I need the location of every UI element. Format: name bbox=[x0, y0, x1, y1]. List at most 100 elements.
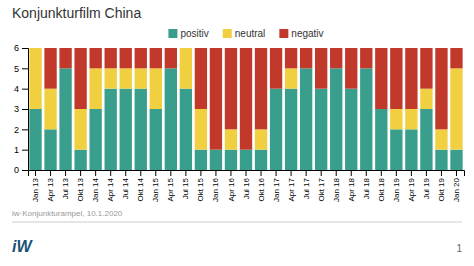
bar bbox=[225, 129, 237, 149]
bar bbox=[330, 68, 342, 170]
x-axis: Jan 13Apr 13Jul 13Okt 13Jan 14Apr 14Jul … bbox=[29, 170, 465, 202]
bar bbox=[270, 48, 282, 89]
x-tick: Jan 20 bbox=[452, 170, 461, 202]
bar bbox=[255, 129, 267, 149]
x-tick: Okt 16 bbox=[257, 170, 266, 202]
x-tick: Jan 13 bbox=[31, 170, 40, 202]
x-tick: Okt 17 bbox=[317, 170, 326, 202]
axis-line bbox=[29, 171, 465, 177]
separator bbox=[12, 222, 462, 223]
tick-label: 2 bbox=[14, 125, 19, 135]
axis-line bbox=[22, 49, 29, 171]
tick-label: Jan 15 bbox=[151, 177, 160, 202]
bar bbox=[150, 68, 162, 109]
y-tick: 4 bbox=[14, 84, 28, 94]
bar bbox=[375, 48, 387, 109]
tick-label: Apr 15 bbox=[166, 177, 175, 201]
tick-mark bbox=[140, 170, 141, 176]
bar bbox=[44, 129, 56, 170]
y-tick: 1 bbox=[14, 145, 28, 155]
bar bbox=[180, 89, 192, 170]
bar bbox=[59, 68, 71, 170]
tick-label: Okt 18 bbox=[377, 177, 386, 201]
bar bbox=[270, 89, 282, 170]
bar bbox=[360, 68, 372, 170]
bars bbox=[29, 48, 462, 170]
tick-mark bbox=[22, 89, 28, 90]
tick-mark bbox=[230, 170, 231, 176]
tick-mark bbox=[381, 170, 382, 176]
x-tick: Jan 14 bbox=[91, 170, 100, 202]
bar bbox=[450, 48, 462, 68]
x-tick: Jan 19 bbox=[392, 170, 401, 202]
bar bbox=[225, 48, 237, 129]
x-tick: Okt 15 bbox=[196, 170, 205, 202]
tick-label: Apr 18 bbox=[347, 177, 356, 201]
tick-label: Jan 14 bbox=[91, 177, 100, 202]
bar bbox=[420, 109, 432, 170]
tick-label: Jan 18 bbox=[332, 177, 341, 202]
bar bbox=[435, 150, 447, 170]
tick-mark bbox=[65, 170, 66, 176]
x-tick: Jul 15 bbox=[181, 170, 190, 199]
x-tick: Apr 14 bbox=[106, 170, 115, 202]
tick-mark bbox=[246, 170, 247, 176]
bar bbox=[180, 48, 192, 89]
tick-mark bbox=[50, 170, 51, 176]
tick-label: Apr 16 bbox=[227, 177, 236, 201]
legend-item: neutral bbox=[223, 28, 266, 39]
tick-label: Jul 17 bbox=[302, 177, 311, 199]
bar bbox=[345, 48, 357, 89]
bar bbox=[420, 89, 432, 109]
x-tick: Okt 13 bbox=[76, 170, 85, 202]
tick-label: 4 bbox=[14, 84, 19, 94]
tick-label: Jan 19 bbox=[392, 177, 401, 202]
y-tick: 2 bbox=[14, 125, 28, 135]
tick-mark bbox=[396, 170, 397, 176]
tick-mark bbox=[22, 129, 28, 130]
tick-label: Jul 13 bbox=[61, 177, 70, 199]
bar bbox=[29, 109, 41, 170]
x-tick: Jul 13 bbox=[61, 170, 70, 199]
tick-mark bbox=[22, 48, 28, 49]
bar bbox=[375, 109, 387, 170]
tick-mark bbox=[170, 170, 171, 176]
tick-mark bbox=[95, 170, 96, 176]
bar bbox=[74, 48, 86, 109]
tick-label: Jul 15 bbox=[181, 177, 190, 199]
tick-mark bbox=[215, 170, 216, 176]
tick-label: Jul 14 bbox=[121, 177, 130, 199]
bar bbox=[240, 48, 252, 150]
bar bbox=[105, 48, 117, 68]
tick-mark bbox=[35, 170, 36, 176]
bar bbox=[180, 48, 192, 49]
tick-label: Jul 16 bbox=[242, 177, 251, 199]
bar bbox=[150, 109, 162, 170]
bar bbox=[285, 89, 297, 170]
tick-mark bbox=[200, 170, 201, 176]
tick-label: Jan 16 bbox=[211, 177, 220, 202]
y-axis: 0123456 bbox=[14, 43, 29, 175]
bar bbox=[195, 150, 207, 170]
x-tick: Jan 16 bbox=[211, 170, 220, 202]
legend-item: negativ bbox=[279, 28, 323, 39]
logo: iW bbox=[12, 238, 33, 255]
tick-label: Apr 14 bbox=[106, 177, 115, 201]
bar bbox=[405, 129, 417, 170]
x-tick: Okt 14 bbox=[136, 170, 145, 202]
bar bbox=[120, 89, 132, 170]
tick-mark bbox=[456, 170, 457, 176]
x-tick: Apr 19 bbox=[407, 170, 416, 202]
bar bbox=[89, 109, 101, 170]
tick-label: 6 bbox=[14, 43, 19, 53]
x-tick: Jul 16 bbox=[242, 170, 251, 199]
y-tick: 6 bbox=[14, 43, 28, 53]
tick-mark bbox=[185, 170, 186, 176]
tick-label: Okt 15 bbox=[196, 177, 205, 201]
bar bbox=[405, 48, 417, 109]
tick-label: Jul 19 bbox=[422, 177, 431, 199]
bar bbox=[150, 48, 162, 68]
bar bbox=[360, 48, 372, 68]
bar bbox=[120, 68, 132, 88]
y-tick: 3 bbox=[14, 104, 28, 114]
